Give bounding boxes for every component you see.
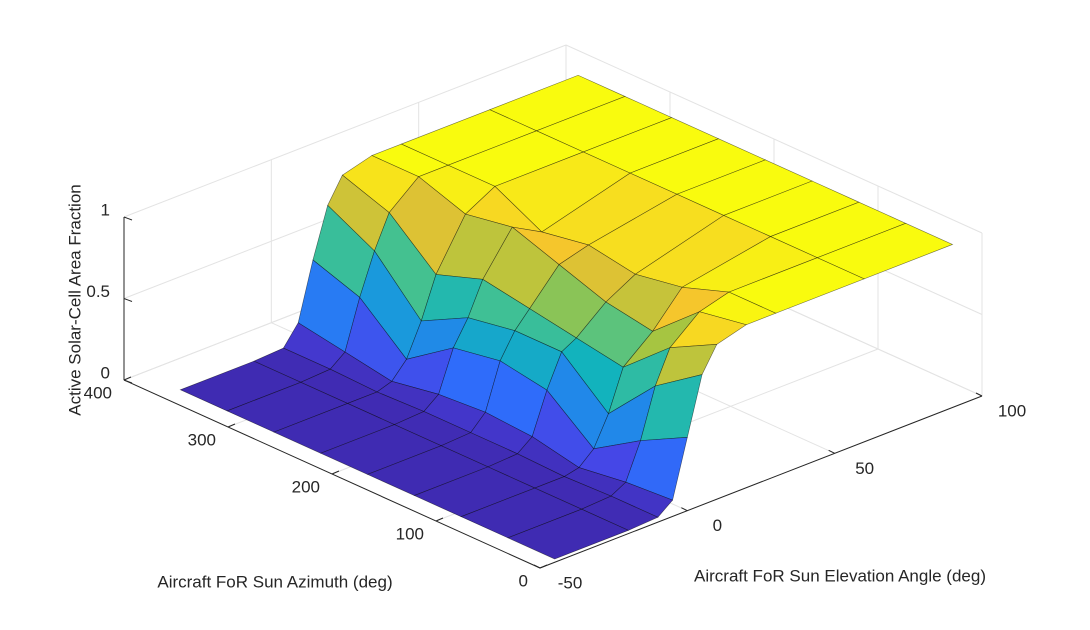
y-tick xyxy=(435,517,444,522)
grid-line xyxy=(123,44,567,218)
y-tick-label: 300 xyxy=(188,430,216,449)
x-tick-label: 100 xyxy=(998,401,1026,420)
y-tick-label: 400 xyxy=(84,383,112,402)
y-tick-label: 200 xyxy=(292,477,320,496)
z-tick-label: 0 xyxy=(101,363,110,382)
y-tick xyxy=(227,423,236,428)
x-tick xyxy=(681,507,688,512)
x-tick-label: 0 xyxy=(713,516,722,535)
y-tick xyxy=(539,564,548,569)
x-axis xyxy=(539,395,983,569)
y-tick xyxy=(123,376,132,381)
z-tick xyxy=(123,298,133,302)
y-tick xyxy=(331,470,340,475)
y-tick-label: 100 xyxy=(396,524,424,543)
x-axis-label: Aircraft FoR Sun Elevation Angle (deg) xyxy=(694,566,986,585)
x-tick-label: -50 xyxy=(558,573,583,592)
z-tick xyxy=(123,379,133,384)
surface-cell xyxy=(507,508,630,560)
z-tick-label: 0.5 xyxy=(86,282,110,301)
y-tick-label: 0 xyxy=(519,571,528,590)
x-tick xyxy=(828,449,835,454)
z-tick xyxy=(123,216,133,221)
x-tick-label: 50 xyxy=(855,459,874,478)
z-tick-label: 1 xyxy=(101,200,110,219)
grid-line xyxy=(565,44,983,234)
x-tick xyxy=(533,564,541,569)
y-axis-label: Aircraft FoR Sun Azimuth (deg) xyxy=(157,572,392,591)
x-tick xyxy=(975,392,983,397)
z-axis-label: Active Solar-Cell Area Fraction xyxy=(65,184,84,415)
